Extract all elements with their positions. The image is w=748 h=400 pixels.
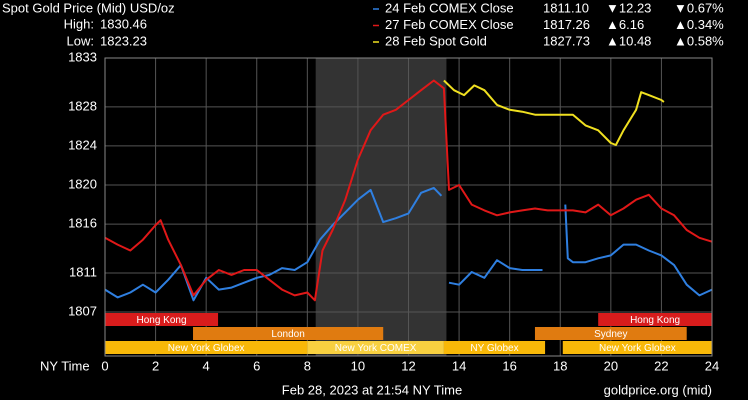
series-line (104, 79, 713, 302)
stat-value: 1830.46 (100, 16, 147, 31)
series-line (443, 79, 665, 146)
legend-change: ▲10.48 (606, 33, 651, 48)
x-tick-label: 18 (553, 358, 567, 373)
x-tick-label: 24 (705, 358, 719, 373)
x-tick-label: 14 (452, 358, 466, 373)
source: goldprice.org (mid) (604, 382, 712, 397)
session-label: NY Globex (470, 343, 518, 354)
session-label: New York COMEX (335, 343, 417, 354)
x-tick-label: 0 (101, 358, 108, 373)
stat-label: Low: (67, 33, 94, 48)
session-label: London (271, 329, 304, 340)
y-tick-label: 1824 (68, 137, 97, 152)
legend-close: 1827.73 (543, 33, 590, 48)
y-tick-label: 1833 (68, 49, 97, 64)
timestamp: Feb 28, 2023 at 21:54 NY Time (282, 382, 462, 397)
x-axis-label: NY Time (40, 358, 90, 373)
legend-change-pct: ▲0.34% (674, 17, 724, 32)
x-tick-label: 12 (401, 358, 415, 373)
shaded-range (315, 58, 447, 356)
x-tick-label: 4 (203, 358, 210, 373)
y-tick-label: 1816 (68, 216, 97, 231)
session-band (307, 341, 444, 354)
session-band (193, 327, 384, 340)
legend-change-pct: ▲0.58% (674, 33, 724, 48)
series-line (104, 186, 713, 302)
legend-change: ▲6.16 (606, 17, 644, 32)
session-label: Sydney (594, 329, 627, 340)
legend-close: 1817.26 (543, 17, 590, 32)
x-tick-label: 2 (152, 358, 159, 373)
legend-change: ▼12.23 (606, 0, 651, 15)
y-tick-label: 1828 (68, 98, 97, 113)
x-tick-label: 16 (502, 358, 516, 373)
x-tick-label: 8 (304, 358, 311, 373)
session-label: Hong Kong (630, 315, 680, 326)
legend-close: 1811.10 (543, 0, 589, 15)
x-tick-label: 22 (654, 358, 668, 373)
session-band (562, 341, 712, 354)
legend-name: 24 Feb COMEX Close (385, 0, 514, 15)
session-label: New York Globex (168, 343, 245, 354)
chart-title: Spot Gold Price (Mid) USD/oz (2, 0, 175, 15)
session-band (598, 313, 712, 326)
legend-name: 27 Feb COMEX Close (385, 17, 514, 32)
x-tick-label: 20 (604, 358, 618, 373)
x-tick-label: 6 (253, 358, 260, 373)
x-tick-label: 10 (351, 358, 365, 373)
y-tick-label: 1811 (69, 264, 97, 279)
session-band (105, 313, 219, 326)
y-tick-label: 1820 (68, 176, 97, 191)
stat-label: High: (64, 16, 94, 31)
stat-value: 1823.23 (100, 33, 147, 48)
session-label: New York Globex (599, 343, 676, 354)
session-band (534, 327, 687, 340)
session-band (105, 341, 308, 354)
session-band (443, 341, 546, 354)
y-tick-label: 1807 (68, 303, 97, 318)
session-label: Hong Kong (137, 315, 187, 326)
legend-change-pct: ▼0.67% (674, 0, 724, 15)
plot-frame (104, 57, 713, 357)
legend-name: 28 Feb Spot Gold (385, 33, 487, 48)
